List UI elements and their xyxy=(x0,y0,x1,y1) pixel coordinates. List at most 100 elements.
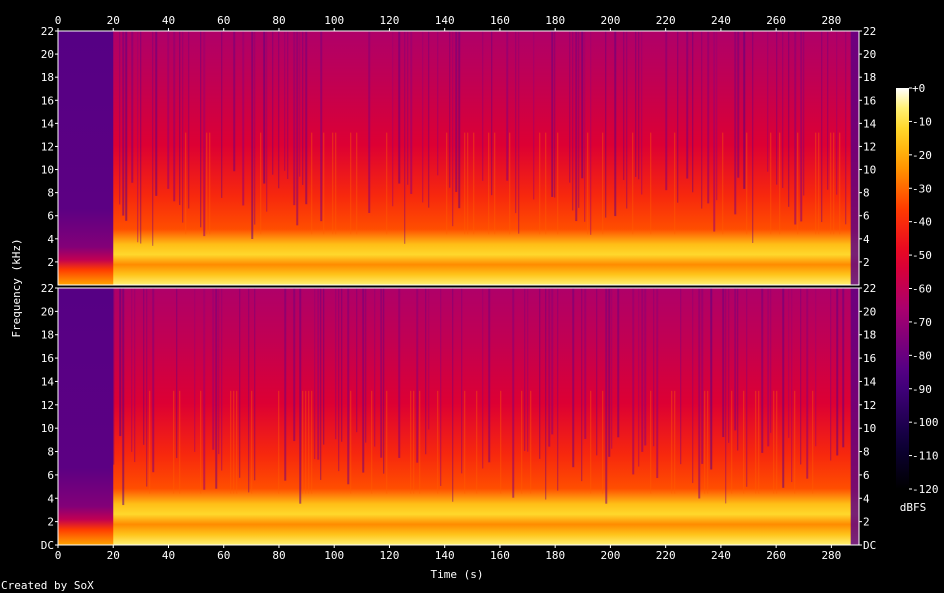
panel-border xyxy=(57,287,860,546)
spectral-streak xyxy=(557,132,559,235)
y-tick-label: 2 xyxy=(47,256,54,269)
spectral-streak xyxy=(584,288,587,439)
spectral-streak xyxy=(488,288,491,463)
spectral-streak xyxy=(119,288,122,437)
spectrum-body xyxy=(58,288,859,545)
spectral-streak xyxy=(176,288,178,459)
fade-segment xyxy=(850,288,859,545)
y-tick-label: 10 xyxy=(863,164,876,177)
spectral-streak xyxy=(644,288,647,446)
spectral-streak xyxy=(125,31,128,221)
spectral-streak xyxy=(464,132,466,235)
spectral-streak xyxy=(743,390,745,494)
spectral-streak xyxy=(332,132,334,235)
spectral-streak xyxy=(788,31,790,207)
spectral-streak xyxy=(707,31,710,204)
spectral-streak xyxy=(383,288,385,474)
spectral-streak xyxy=(545,132,547,235)
spectral-streak xyxy=(392,31,394,207)
spectral-streak xyxy=(698,288,701,499)
spectral-streak xyxy=(752,31,754,243)
spectral-streak xyxy=(449,31,451,188)
spectral-streak xyxy=(530,390,532,494)
spectral-streak xyxy=(494,132,496,235)
spectral-streak xyxy=(419,390,421,494)
y-tick-label: 8 xyxy=(863,446,870,459)
spectral-streak xyxy=(356,288,358,433)
spectral-streak xyxy=(515,31,517,214)
y-axis-label: Frequency (kHz) xyxy=(10,238,23,337)
spectral-streak xyxy=(782,31,784,188)
y-tick-label: 12 xyxy=(863,140,876,153)
spectral-streak xyxy=(368,31,371,213)
spectral-streak xyxy=(707,390,709,494)
spectral-streak xyxy=(305,31,308,205)
spectral-streak xyxy=(527,288,529,452)
x-tick-label: 140 xyxy=(435,14,455,27)
spectral-streak xyxy=(215,288,218,489)
spectral-streak xyxy=(296,31,299,226)
x-tick-label: 280 xyxy=(821,549,841,562)
y-tick-label: 8 xyxy=(863,187,870,200)
spectral-streak xyxy=(710,288,713,470)
intro-segment xyxy=(58,31,114,285)
y-tick-label: 2 xyxy=(863,516,870,529)
spectral-streak xyxy=(179,390,181,494)
spectral-streak xyxy=(122,288,125,506)
spectral-streak xyxy=(152,31,154,246)
x-tick-label: 160 xyxy=(490,14,510,27)
spectral-streak xyxy=(788,288,790,438)
y-tick-label: 18 xyxy=(863,71,876,84)
y-tick-label: 6 xyxy=(47,210,54,223)
spectral-streak xyxy=(572,288,575,468)
spectral-streak xyxy=(842,288,845,448)
y-tick-label: DC xyxy=(41,539,54,552)
spectral-streak xyxy=(632,288,635,475)
spectral-streak xyxy=(263,31,266,184)
spectral-streak xyxy=(206,132,208,235)
spectral-streak xyxy=(506,31,509,181)
x-tick-label: 240 xyxy=(711,549,731,562)
x-tick-label: 100 xyxy=(324,549,344,562)
colorbar-tick-label: -10 xyxy=(912,115,932,128)
spectral-streak xyxy=(386,132,388,235)
spectral-streak xyxy=(338,288,340,472)
y-tick-label: 10 xyxy=(41,422,54,435)
spectral-streak xyxy=(404,31,406,244)
spectral-streak xyxy=(677,31,679,203)
spectral-streak xyxy=(140,31,142,244)
spectral-streak xyxy=(398,288,401,458)
spectral-streak xyxy=(725,288,727,504)
x-tick-label: 180 xyxy=(545,549,565,562)
spectral-streak xyxy=(587,132,589,235)
spectral-streak xyxy=(311,390,313,494)
spectral-streak xyxy=(488,132,490,235)
y-tick-label: 22 xyxy=(41,25,54,38)
y-tick-label: 12 xyxy=(41,399,54,412)
spectrogram-panels xyxy=(57,30,860,546)
spectral-streak xyxy=(680,288,682,465)
x-axis-label: Time (s) xyxy=(431,568,484,581)
spectral-streak xyxy=(797,132,799,235)
spectral-streak xyxy=(641,288,644,452)
spectral-streak xyxy=(773,390,775,494)
spectral-streak xyxy=(452,31,454,227)
spectral-streak xyxy=(650,132,652,235)
spectral-streak xyxy=(554,31,556,198)
spectral-streak xyxy=(407,31,409,185)
spectral-streak xyxy=(410,390,412,494)
spectral-streak xyxy=(590,31,592,235)
spectral-streak xyxy=(131,288,133,452)
y-tick-label: 12 xyxy=(863,399,876,412)
x-tick-label: 20 xyxy=(107,14,120,27)
spectral-streak xyxy=(833,132,835,235)
y-tick-label: 4 xyxy=(47,233,54,246)
spectral-streak xyxy=(716,31,718,201)
spectral-streak xyxy=(653,288,655,447)
spectral-streak xyxy=(767,288,770,447)
colorbar-tick-label: -30 xyxy=(912,182,932,195)
spectral-streak xyxy=(614,31,617,217)
y-tick-label: 10 xyxy=(41,164,54,177)
spectral-streak xyxy=(626,31,628,209)
